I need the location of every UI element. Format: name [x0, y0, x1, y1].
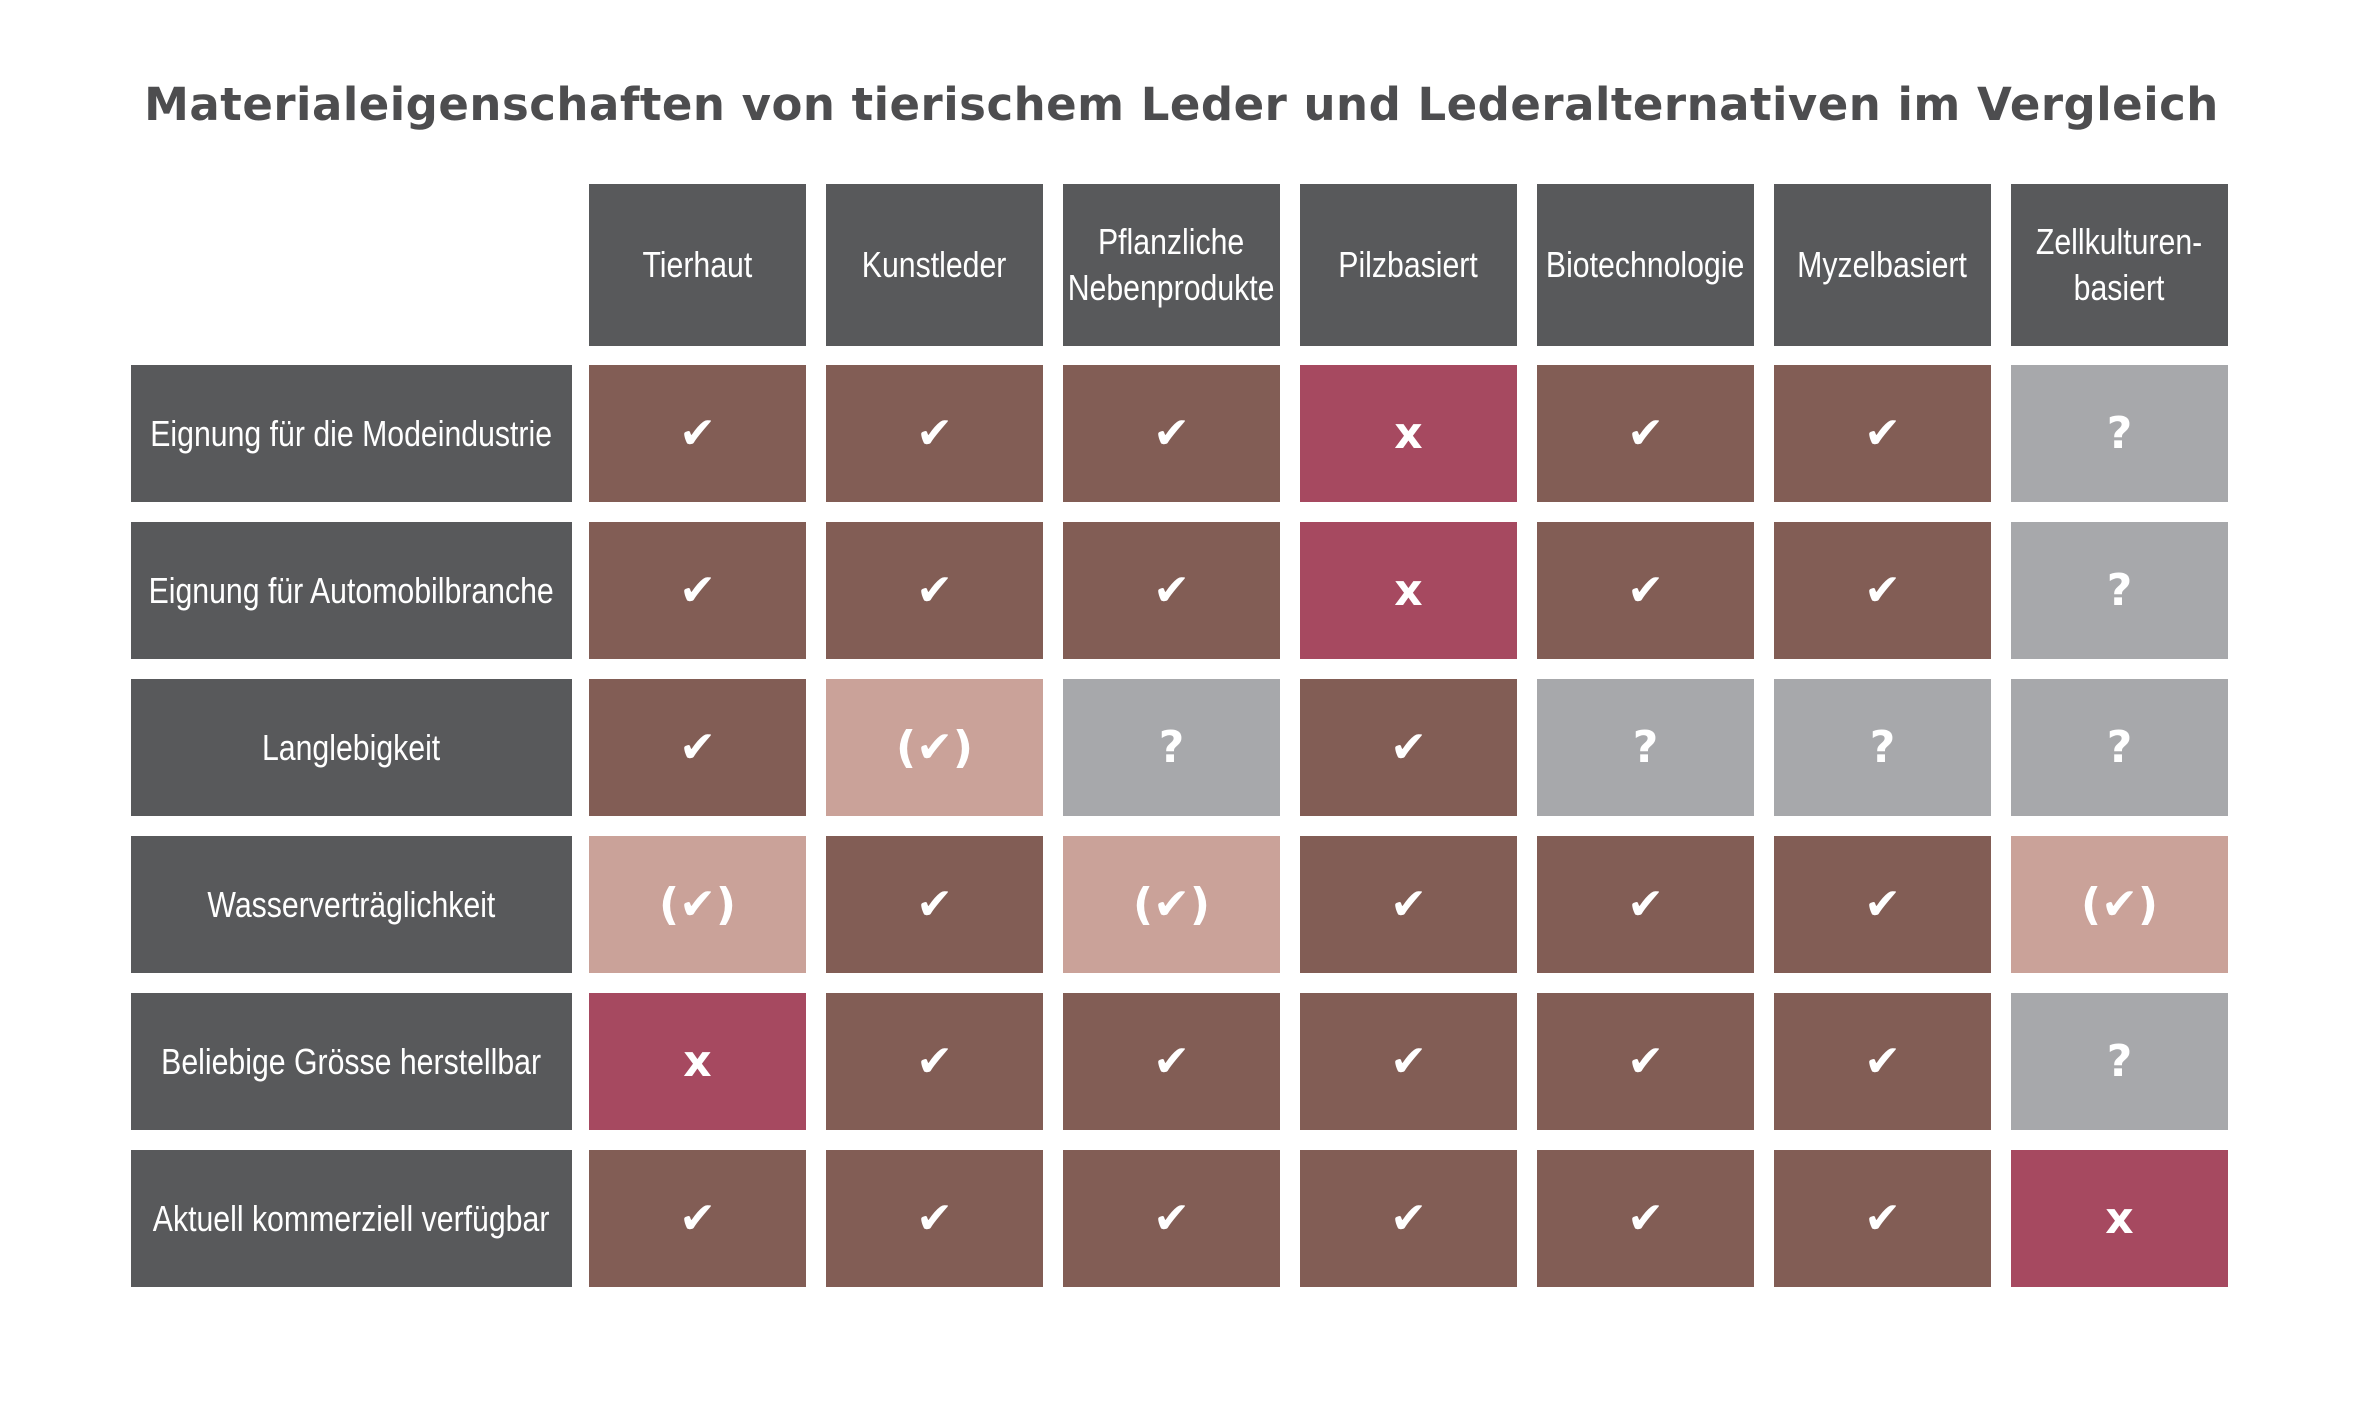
cell-partial-mark: (✔): [589, 836, 806, 973]
column-header-kunstleder: [826, 184, 1043, 346]
cell-no-mark: x: [1300, 365, 1517, 502]
row-header-label: Eignung für die Modeindustrie: [150, 412, 553, 454]
cell-yes-mark: ✔: [1063, 522, 1280, 659]
cell-unknown-mark: ?: [2011, 522, 2228, 659]
cell-yes-mark: ✔: [1774, 1150, 1991, 1287]
row-header-label: Aktuell kommerziell verfügbar: [153, 1197, 550, 1239]
column-header-label: Myzelbasiert: [1797, 244, 1968, 285]
cell-no-mark: x: [1300, 522, 1517, 659]
row-header-label: Wasserverträglichkeit: [207, 883, 496, 925]
row-header-label: Langlebigkeit: [262, 726, 441, 768]
row-header-langlebigkeit: Langlebigkeit: [131, 679, 572, 816]
cell-yes-mark: ✔: [1537, 993, 1754, 1130]
cell-yes-mark: ✔: [826, 522, 1043, 659]
cell-unknown-mark: ?: [2011, 993, 2228, 1130]
cell-unknown-mark: ?: [1537, 679, 1754, 816]
column-header-label: Kunstleder: [862, 244, 1007, 285]
column-header-tierhaut: [589, 184, 806, 346]
cell-unknown-mark: ?: [1063, 679, 1280, 816]
cell-no-mark: x: [2011, 1150, 2228, 1287]
cell-yes-mark: ✔: [1774, 365, 1991, 502]
row-header-eignung-fuer-automobilbranche: Eignung für Automobilbranche: [131, 522, 572, 659]
cell-yes-mark: ✔: [1063, 365, 1280, 502]
column-header-label: Pilzbasiert: [1338, 244, 1479, 285]
cell-yes-mark: ✔: [1063, 993, 1280, 1130]
chart-title: Materialeigenschaften von tierischem Led…: [144, 78, 2219, 131]
cell-yes-mark: ✔: [589, 679, 806, 816]
cell-yes-mark: ✔: [1774, 522, 1991, 659]
row-header-aktuell-kommerziell-verfuegbar: Aktuell kommerziell verfügbar: [131, 1150, 572, 1287]
column-header-label: Zellkulturen- basiert: [2036, 221, 2203, 308]
cell-yes-mark: ✔: [826, 1150, 1043, 1287]
cell-no-mark: x: [589, 993, 806, 1130]
cell-unknown-mark: ?: [2011, 365, 2228, 502]
cell-yes-mark: ✔: [1537, 365, 1754, 502]
cell-yes-mark: ✔: [826, 836, 1043, 973]
cell-yes-mark: ✔: [589, 365, 806, 502]
column-header-zellkulturen-basiert: [2011, 184, 2228, 346]
row-header-wasservertraeglichkeit: Wasserverträglichkeit: [131, 836, 572, 973]
cell-partial-mark: (✔): [826, 679, 1043, 816]
column-header-myzelbasiert: [1774, 184, 1991, 346]
column-header-biotechnologie: [1537, 184, 1754, 346]
cell-yes-mark: ✔: [1774, 836, 1991, 973]
cell-yes-mark: ✔: [826, 365, 1043, 502]
column-header-label: Pflanzliche Nebenprodukte: [1068, 221, 1275, 308]
cell-yes-mark: ✔: [1537, 836, 1754, 973]
cell-yes-mark: ✔: [589, 522, 806, 659]
column-header-pflanzliche-nebenprodukte: [1063, 184, 1280, 346]
cell-yes-mark: ✔: [1300, 679, 1517, 816]
cell-partial-mark: (✔): [1063, 836, 1280, 973]
row-header-label: Eignung für Automobilbranche: [148, 569, 555, 611]
cell-yes-mark: ✔: [1300, 836, 1517, 973]
cell-yes-mark: ✔: [1537, 1150, 1754, 1287]
cell-yes-mark: ✔: [1537, 522, 1754, 659]
cell-yes-mark: ✔: [1063, 1150, 1280, 1287]
cell-unknown-mark: ?: [1774, 679, 1991, 816]
row-header-eignung-fuer-die-modeindustrie: Eignung für die Modeindustrie: [131, 365, 572, 502]
cell-partial-mark: (✔): [2011, 836, 2228, 973]
column-header-pilzbasiert: [1300, 184, 1517, 346]
column-header-label: Tierhaut: [642, 244, 753, 285]
row-header-label: Beliebige Grösse herstellbar: [161, 1040, 542, 1082]
cell-yes-mark: ✔: [1300, 993, 1517, 1130]
cell-unknown-mark: ?: [2011, 679, 2228, 816]
cell-yes-mark: ✔: [826, 993, 1043, 1130]
cell-yes-mark: ✔: [589, 1150, 806, 1287]
column-header-label: Biotechnologie: [1546, 244, 1745, 285]
cell-yes-mark: ✔: [1774, 993, 1991, 1130]
row-header-beliebige-groesse-herstellbar: Beliebige Grösse herstellbar: [131, 993, 572, 1130]
cell-yes-mark: ✔: [1300, 1150, 1517, 1287]
